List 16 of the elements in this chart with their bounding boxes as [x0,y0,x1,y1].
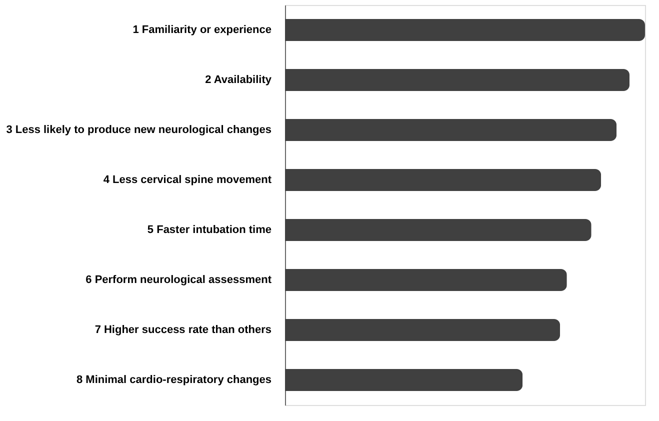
y-tick-label: 6 Perform neurological assessment [86,274,272,286]
bar [285,319,560,341]
bar [285,19,645,41]
y-tick-label: 8 Minimal cardio-respiratory changes [76,374,272,386]
y-tick-label: 5 Faster intubation time [147,224,272,236]
bar [285,219,592,241]
y-tick-label: 7 Higher success rate than others [94,324,272,336]
y-tick-label: 4 Less cervical spine movement [103,174,272,186]
bar [285,69,630,91]
bar [285,169,602,191]
bar [285,269,567,291]
y-tick-label: 1 Familiarity or experience [132,24,272,36]
bar [285,369,523,391]
bar [285,119,617,141]
y-tick-label: 2 Availability [205,74,272,86]
y-tick-label: 3 Less likely to produce new neurological changes [6,124,272,136]
